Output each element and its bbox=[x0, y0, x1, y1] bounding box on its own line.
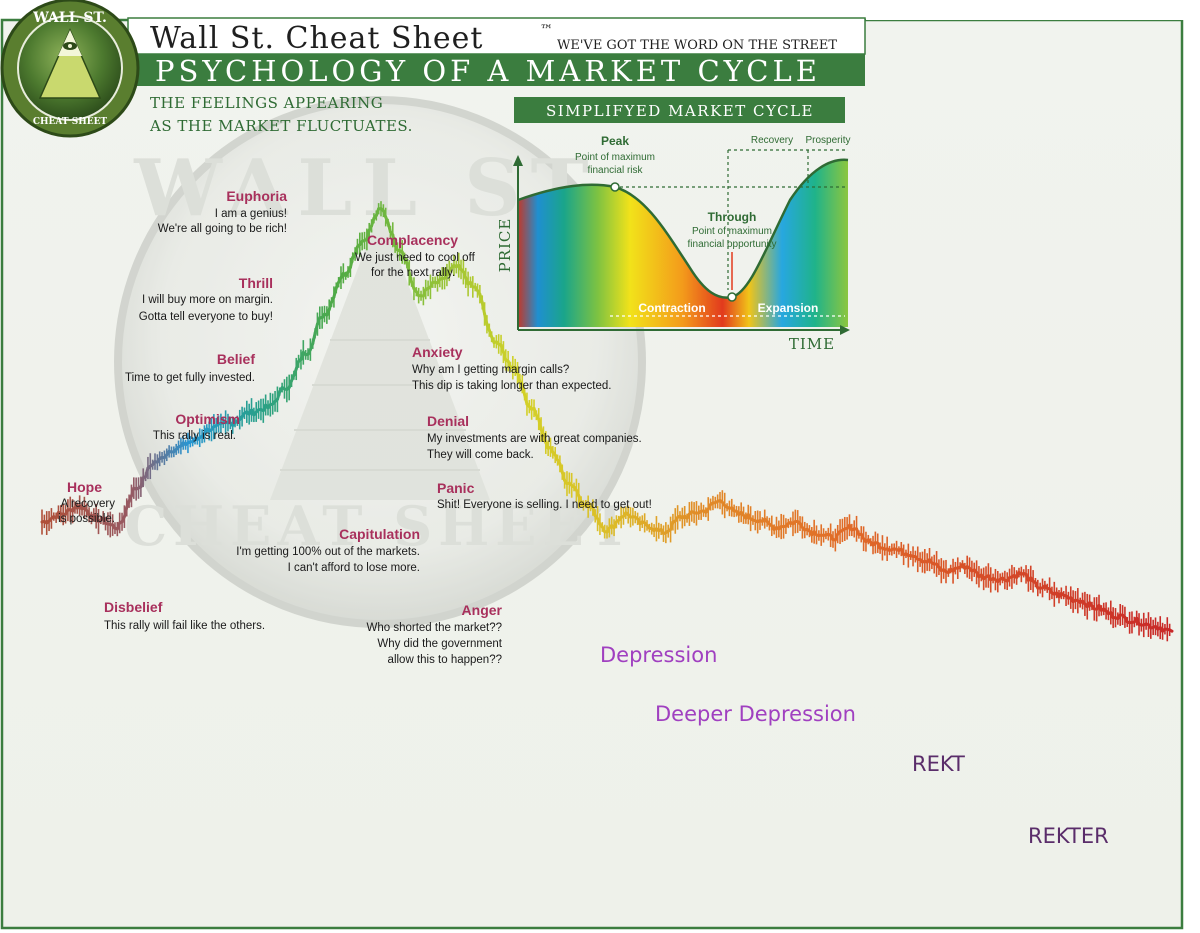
stage-title-belief: Belief bbox=[217, 351, 255, 367]
stage-desc-denial-1: My investments are with great companies. bbox=[427, 433, 642, 445]
seal-top-text: WALL ST. bbox=[32, 10, 107, 26]
stage-title-panic: Panic bbox=[437, 480, 475, 496]
stage-desc-belief-1: Time to get fully invested. bbox=[125, 372, 255, 384]
peak-marker bbox=[610, 182, 620, 192]
stage-title-disbelief: Disbelief bbox=[104, 599, 163, 615]
deeper-depression-label: Deeper Depression bbox=[655, 702, 856, 726]
stage-denial: Denial My investments are with great com… bbox=[427, 413, 642, 461]
through-desc-1: Point of maximum bbox=[692, 226, 772, 237]
recovery-label: Recovery bbox=[751, 135, 793, 146]
inset-title: SIMPLIFYED MARKET CYCLE bbox=[546, 102, 814, 120]
stage-title-hope: Hope bbox=[67, 479, 102, 495]
stage-thrill: Thrill I will buy more on margin. Gotta … bbox=[139, 275, 273, 323]
peak-desc-1: Point of maximum bbox=[575, 152, 655, 163]
stage-desc-hope-1: A recovery bbox=[61, 498, 116, 510]
stage-title-denial: Denial bbox=[427, 413, 469, 429]
stage-desc-capitulation-1: I'm getting 100% out of the markets. bbox=[236, 546, 420, 558]
stage-optimism: Optimism This rally is real. bbox=[153, 411, 240, 442]
stage-desc-disbelief-1: This rally will fail like the others. bbox=[104, 620, 265, 632]
stage-title-anger: Anger bbox=[462, 602, 503, 618]
rekter-label: REKTER bbox=[1028, 824, 1109, 848]
through-desc-2: financial opportunity bbox=[688, 239, 777, 250]
peak-label: Peak bbox=[601, 134, 629, 148]
stage-desc-anxiety-1: Why am I getting margin calls? bbox=[412, 364, 569, 376]
feelings-line-1: THE FEELINGS APPEARING bbox=[150, 94, 383, 112]
stage-complacency: Complacency We just need to cool off for… bbox=[355, 232, 476, 279]
stage-desc-euphoria-2: We're all going to be rich! bbox=[158, 223, 287, 235]
stage-desc-thrill-1: I will buy more on margin. bbox=[142, 294, 273, 306]
feelings-line-2: AS THE MARKET FLUCTUATES. bbox=[149, 117, 413, 135]
stage-desc-anger-2: Why did the government bbox=[377, 638, 502, 650]
contraction-label: Contraction bbox=[638, 301, 705, 315]
seal-logo: WALL ST. CHEAT SHEET bbox=[0, 0, 140, 138]
rekt-label: REKT bbox=[912, 752, 965, 776]
stage-hope: Hope A recovery is possible. bbox=[58, 479, 115, 525]
stage-title-complacency: Complacency bbox=[367, 232, 458, 248]
stage-title-euphoria: Euphoria bbox=[226, 188, 287, 204]
stage-desc-complacency-2: for the next rally. bbox=[371, 267, 455, 279]
stage-panic: Panic Shit! Everyone is selling. I need … bbox=[437, 480, 652, 511]
stage-title-capitulation: Capitulation bbox=[339, 526, 420, 542]
stage-desc-panic-1: Shit! Everyone is selling. I need to get… bbox=[437, 499, 652, 511]
stage-title-anxiety: Anxiety bbox=[412, 344, 463, 360]
stage-anger: Anger Who shorted the market?? Why did t… bbox=[366, 602, 502, 666]
stage-desc-hope-2: is possible. bbox=[58, 513, 115, 525]
peak-desc-2: financial risk bbox=[587, 165, 643, 176]
depression-label: Depression bbox=[600, 643, 717, 667]
through-label: Through bbox=[708, 210, 757, 224]
stage-desc-denial-2: They will come back. bbox=[427, 449, 534, 461]
header-title: Wall St. Cheat Sheet bbox=[150, 21, 483, 56]
time-axis-label: TIME bbox=[789, 335, 835, 353]
trough-marker bbox=[727, 292, 737, 302]
cycle-curve bbox=[517, 158, 849, 299]
market-cycle-price-line bbox=[40, 201, 1174, 642]
trademark-mark: ™ bbox=[540, 23, 553, 38]
expansion-label: Expansion bbox=[758, 301, 819, 315]
stage-anxiety: Anxiety Why am I getting margin calls? T… bbox=[412, 344, 611, 392]
stage-title-thrill: Thrill bbox=[239, 275, 273, 291]
stage-annotations: Disbelief This rally will fail like the … bbox=[58, 188, 652, 666]
stage-capitulation: Capitulation I'm getting 100% out of the… bbox=[236, 526, 420, 574]
stage-desc-thrill-2: Gotta tell everyone to buy! bbox=[139, 311, 273, 323]
header-band-title: PSYCHOLOGY OF A MARKET CYCLE bbox=[155, 54, 821, 88]
stage-desc-euphoria-1: I am a genius! bbox=[215, 208, 287, 220]
stage-belief: Belief Time to get fully invested. bbox=[125, 351, 255, 384]
stage-desc-optimism-1: This rally is real. bbox=[153, 430, 236, 442]
svg-text:CHEAT SHEET: CHEAT SHEET bbox=[124, 494, 636, 558]
stage-euphoria: Euphoria I am a genius! We're all going … bbox=[158, 188, 287, 235]
header-tagline: WE'VE GOT THE WORD ON THE STREET bbox=[557, 38, 837, 53]
stage-desc-anxiety-2: This dip is taking longer than expected. bbox=[412, 380, 611, 392]
stage-title-optimism: Optimism bbox=[175, 411, 240, 427]
stage-desc-anger-1: Who shorted the market?? bbox=[366, 622, 502, 634]
stage-desc-capitulation-2: I can't afford to lose more. bbox=[288, 562, 420, 574]
seal-bottom-text: CHEAT SHEET bbox=[33, 117, 108, 127]
extension-labels: Depression Deeper Depression REKT REKTER bbox=[600, 643, 1109, 848]
header: Wall St. Cheat Sheet ™ WE'VE GOT THE WOR… bbox=[127, 17, 866, 135]
prosperity-label: Prosperity bbox=[805, 135, 850, 146]
price-axis-label: PRICE bbox=[496, 218, 514, 273]
stage-disbelief: Disbelief This rally will fail like the … bbox=[104, 599, 265, 632]
stage-desc-complacency-1: We just need to cool off bbox=[355, 252, 476, 264]
stage-desc-anger-3: allow this to happen?? bbox=[388, 654, 502, 666]
